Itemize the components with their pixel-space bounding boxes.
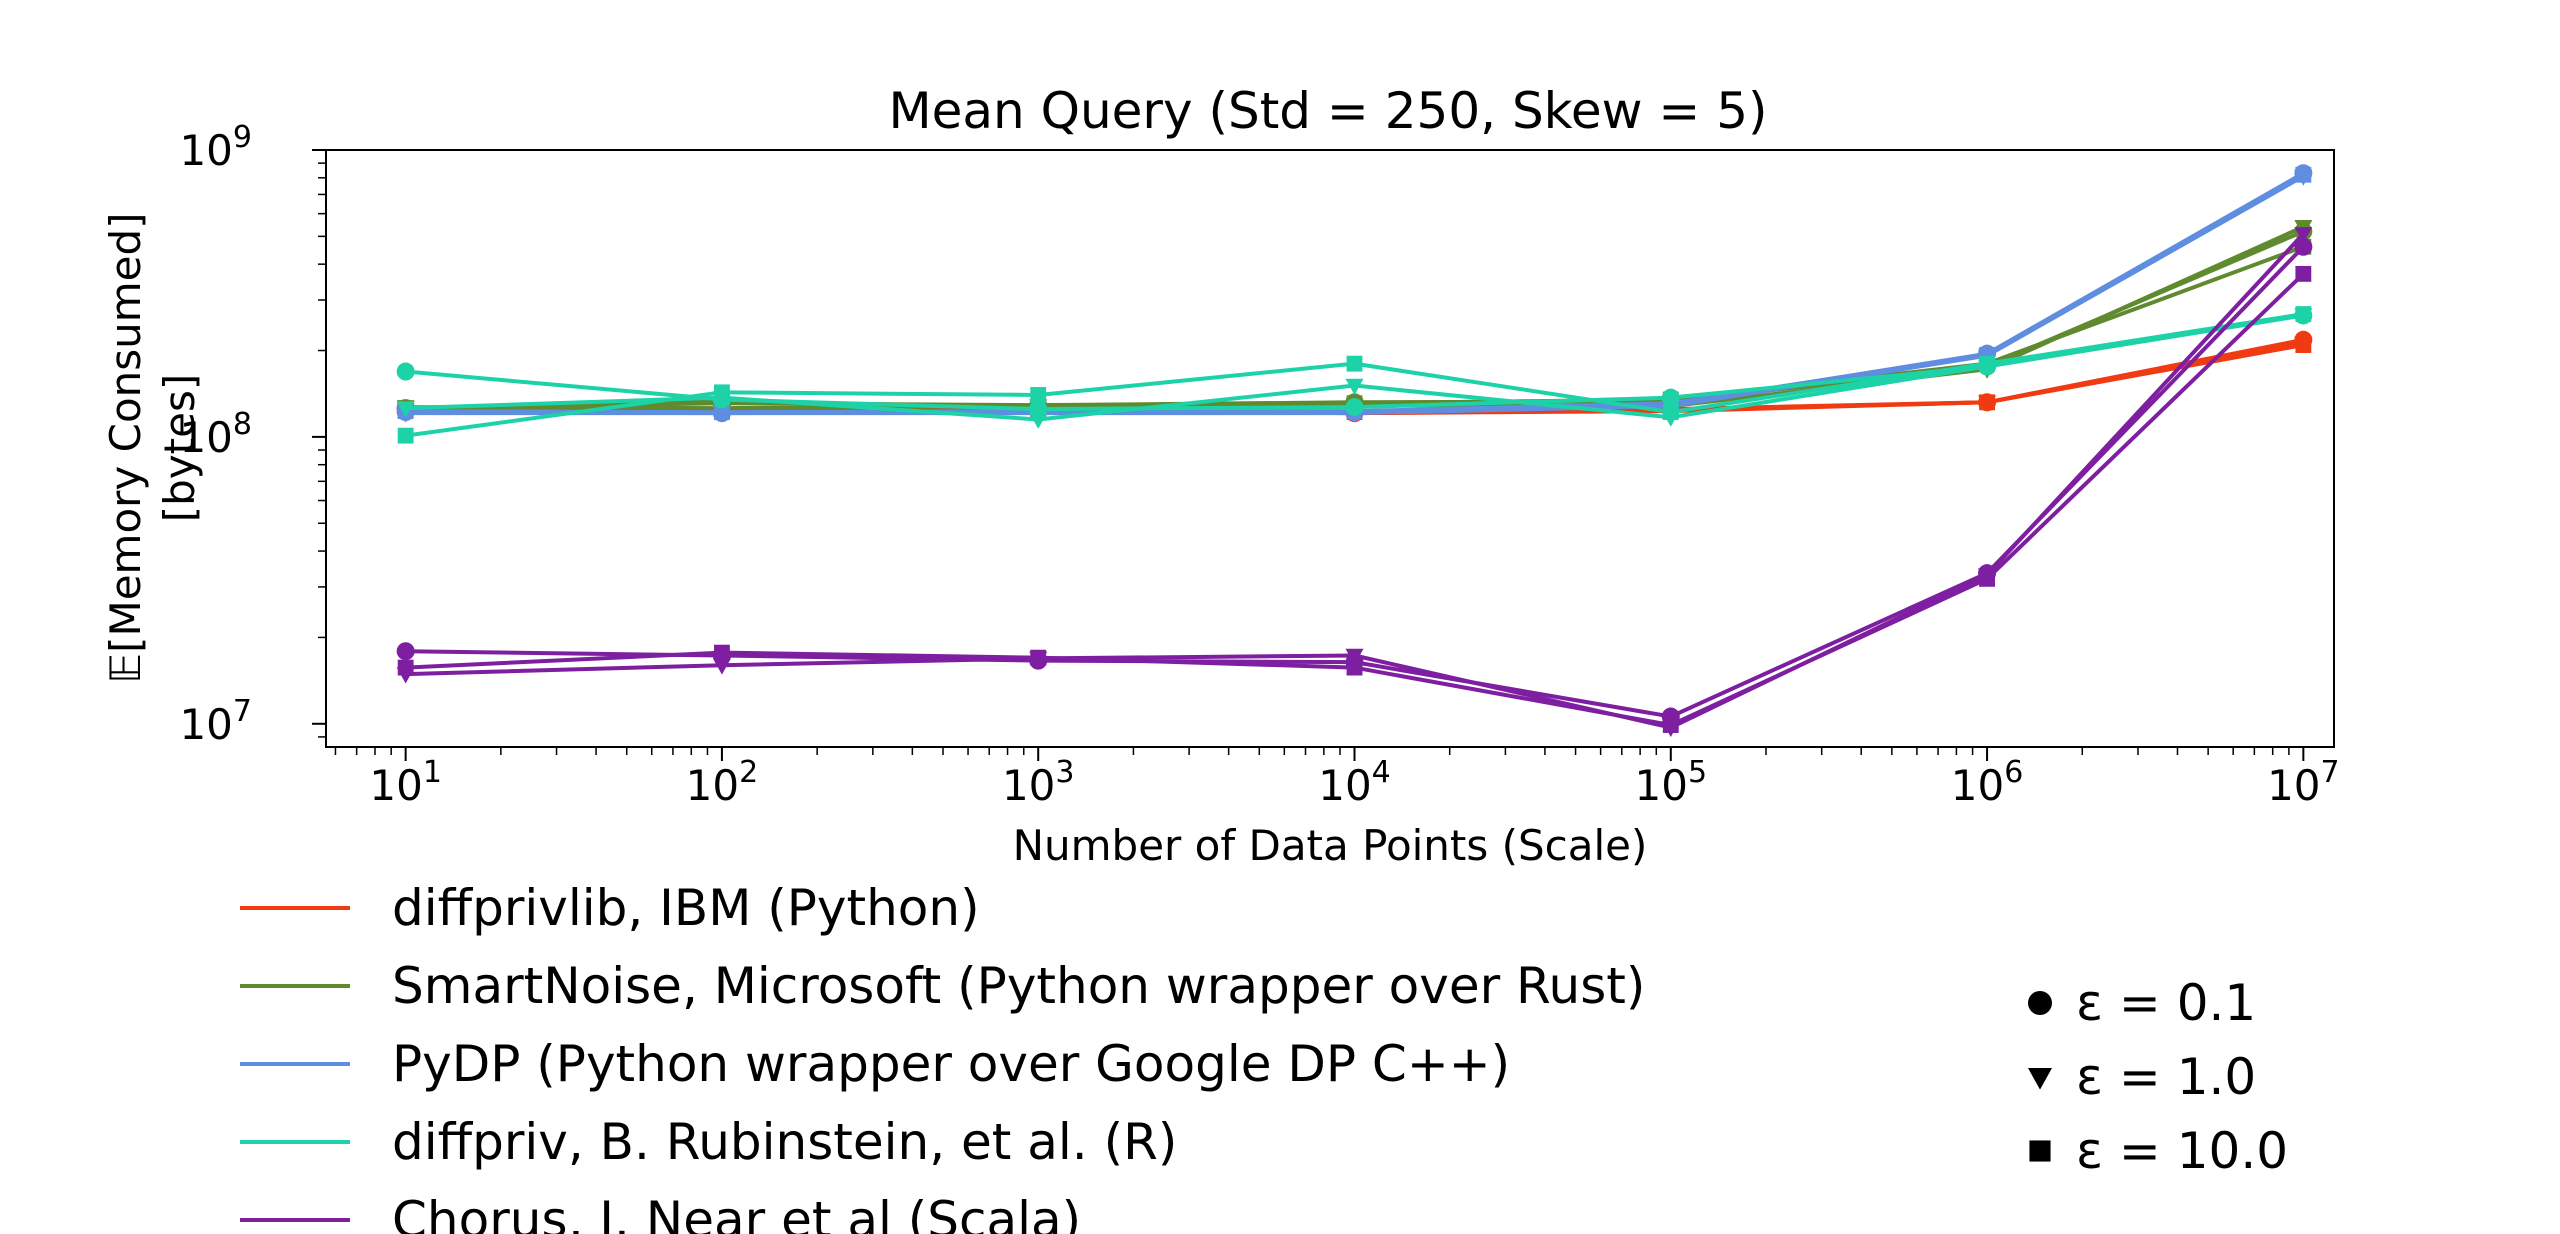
- epsilon-marker-square: [2029, 1140, 2051, 1162]
- data-point: [2294, 237, 2313, 256]
- data-point: [714, 384, 730, 401]
- data-point: [1345, 648, 1364, 665]
- data-point: [1662, 404, 1679, 421]
- plot-area: [396, 164, 2313, 738]
- x-tick-exponent: 3: [1055, 755, 1074, 790]
- legend-entry: Chorus, J. Near et al (Scala): [240, 1191, 1081, 1234]
- legend-entry: diffprivlib, IBM (Python): [240, 879, 980, 937]
- data-point: [1979, 570, 1995, 587]
- data-point: [2295, 265, 2312, 282]
- x-tick-base: 10: [2267, 761, 2320, 810]
- y-axis-label-line1: 𝔼[Memory Consumed]: [101, 212, 150, 683]
- data-point: [1346, 355, 1363, 372]
- x-tick-base: 10: [1002, 761, 1055, 810]
- data-point: [396, 401, 415, 418]
- y-tick-label: 109: [179, 120, 252, 175]
- data-point: [1979, 394, 1995, 411]
- x-tick-label: 101: [369, 755, 442, 810]
- data-point: [397, 427, 414, 444]
- legend-entry: diffpriv, B. Rubinstein, et al. (R): [240, 1113, 1177, 1171]
- x-tick-base: 10: [1951, 761, 2004, 810]
- data-point: [2295, 166, 2312, 183]
- epsilon-marker-circle: [2028, 991, 2052, 1015]
- data-point: [1661, 388, 1680, 407]
- x-tick-label: 107: [2267, 755, 2340, 810]
- series-line: [405, 172, 2305, 415]
- x-tick-exponent: 7: [2321, 755, 2340, 790]
- x-tick-label: 103: [1002, 755, 1075, 810]
- series-line: [405, 174, 2305, 416]
- epsilon-legend-entry: ε = 0.1: [2028, 974, 2256, 1032]
- data-point: [714, 644, 730, 661]
- series-line: [405, 245, 2305, 719]
- y-tick-exponent: 7: [233, 694, 252, 729]
- x-tick-exponent: 6: [2004, 755, 2023, 790]
- data-point: [714, 404, 730, 421]
- data-point: [1030, 649, 1047, 666]
- series-11: [397, 306, 2312, 444]
- x-axis: 101 102 103 104 105 106 107: [334, 747, 2340, 810]
- legend-libraries: diffprivlib, IBM (Python) SmartNoise, Mic…: [240, 879, 1645, 1234]
- x-tick-exponent: 4: [1372, 755, 1391, 790]
- epsilon-marker-triangle: [2028, 1068, 2052, 1090]
- data-point: [1979, 355, 1995, 372]
- data-point: [712, 658, 731, 675]
- x-tick-base: 10: [1635, 761, 1688, 810]
- data-point: [396, 642, 415, 661]
- epsilon-legend-entry: ε = 10.0: [2029, 1122, 2288, 1180]
- epsilon-label: ε = 0.1: [2076, 974, 2256, 1032]
- y-tick-exponent: 8: [233, 407, 252, 442]
- epsilon-legend-entry: ε = 1.0: [2028, 1048, 2256, 1106]
- data-point: [2294, 227, 2313, 244]
- legend-label: diffprivlib, IBM (Python): [392, 879, 980, 937]
- legend-epsilon: ε = 0.1 ε = 1.0 ε = 10.0: [2028, 974, 2288, 1180]
- legend-entry: PyDP (Python wrapper over Google DP C++): [240, 1035, 1510, 1093]
- x-tick-base: 10: [369, 761, 422, 810]
- x-tick-exponent: 2: [739, 755, 758, 790]
- series-14: [397, 265, 2312, 733]
- plot-frame: [325, 149, 2335, 748]
- y-tick-label: 108: [179, 407, 252, 462]
- y-tick-exponent: 9: [233, 120, 252, 155]
- data-point: [1662, 717, 1679, 733]
- data-point: [2295, 306, 2312, 322]
- x-tick-label: 106: [1951, 755, 2024, 810]
- legend-label: SmartNoise, Microsoft (Python wrapper ov…: [392, 957, 1645, 1015]
- data-point: [2295, 337, 2312, 353]
- y-tick-base: 10: [179, 413, 232, 462]
- data-point: [1346, 659, 1363, 676]
- x-tick-exponent: 5: [1688, 755, 1707, 790]
- x-tick-base: 10: [1318, 761, 1371, 810]
- x-axis-label: Number of Data Points (Scale): [1013, 821, 1648, 870]
- y-tick-label: 107: [179, 694, 252, 749]
- x-tick-label: 102: [686, 755, 759, 810]
- x-tick-exponent: 1: [423, 755, 442, 790]
- epsilon-label: ε = 10.0: [2076, 1122, 2288, 1180]
- y-tick-base: 10: [179, 700, 232, 749]
- data-point: [397, 659, 414, 676]
- series-line: [405, 171, 2305, 416]
- data-point: [1345, 378, 1364, 395]
- chart-title: Mean Query (Std = 250, Skew = 5): [888, 82, 1767, 140]
- y-tick-base: 10: [179, 126, 232, 175]
- x-tick-label: 105: [1635, 755, 1708, 810]
- legend-entry: SmartNoise, Microsoft (Python wrapper ov…: [240, 957, 1645, 1015]
- data-point: [396, 362, 415, 381]
- y-axis-label: 𝔼[Memory Consumed] [bytes]: [101, 212, 204, 683]
- data-point: [1030, 387, 1047, 403]
- data-point: [1029, 412, 1048, 429]
- legend-label: PyDP (Python wrapper over Google DP C++): [392, 1035, 1510, 1093]
- legend-label: diffpriv, B. Rubinstein, et al. (R): [392, 1113, 1177, 1171]
- x-tick-label: 104: [1318, 755, 1391, 810]
- legend-label: Chorus, J. Near et al (Scala): [392, 1191, 1081, 1234]
- data-point: [1345, 398, 1364, 417]
- y-axis-label-line2: [bytes]: [155, 374, 204, 522]
- x-tick-base: 10: [686, 761, 739, 810]
- epsilon-label: ε = 1.0: [2076, 1048, 2256, 1106]
